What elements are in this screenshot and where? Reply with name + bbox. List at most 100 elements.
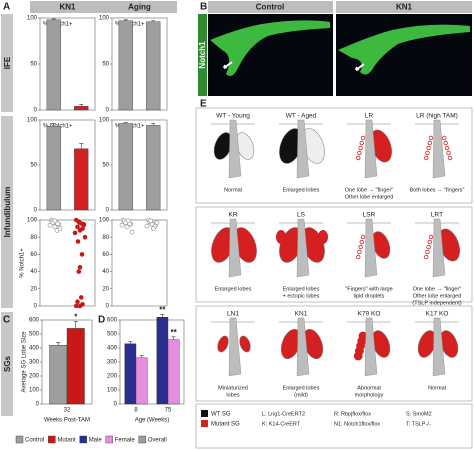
panel-letter: A bbox=[3, 2, 10, 13]
diagram-caption: Enlarged lobes bbox=[283, 286, 320, 292]
point bbox=[125, 218, 131, 224]
arrow bbox=[355, 63, 365, 71]
lobe-cell bbox=[428, 234, 434, 240]
row-strip bbox=[1, 14, 13, 112]
arrow bbox=[223, 61, 233, 69]
hair-shaft bbox=[364, 218, 378, 278]
diagram-caption: + ectopic lobes bbox=[283, 293, 320, 299]
x-axis-label: Age (Weeks) bbox=[135, 418, 170, 424]
lobe-cell bbox=[353, 351, 363, 361]
panel-letter: D bbox=[98, 315, 105, 326]
stain-region bbox=[338, 24, 470, 75]
abbreviation: T: TSLP-/- bbox=[406, 421, 431, 427]
diagram-caption: Enlarged lobes bbox=[283, 187, 320, 193]
diagram-caption: Enlarged lobes bbox=[215, 286, 252, 292]
ectopic-lobe bbox=[276, 230, 286, 244]
lobe-cell bbox=[427, 140, 432, 146]
bar bbox=[49, 345, 68, 405]
hair-shaft bbox=[228, 317, 242, 377]
diagram-title: KR bbox=[228, 212, 237, 219]
lobe-cell bbox=[358, 145, 363, 151]
diagram-caption: Other lobe enlarged bbox=[345, 194, 394, 200]
row-label: IFE bbox=[3, 56, 12, 69]
point bbox=[154, 220, 160, 225]
error-bar bbox=[160, 314, 165, 318]
y-tick-label: 100 bbox=[27, 218, 38, 224]
abbreviation: L: Lrig1-CreERT2 bbox=[262, 411, 305, 417]
column-header bbox=[336, 1, 472, 13]
error-bar bbox=[56, 342, 61, 346]
point bbox=[75, 224, 80, 230]
hair-shaft bbox=[364, 119, 378, 179]
lobe-cell bbox=[424, 254, 429, 260]
diagram-caption: Other lobe enlarged bbox=[413, 293, 462, 299]
bar bbox=[118, 20, 133, 111]
legend-label: Mutant bbox=[57, 438, 76, 444]
legend-label: Overall bbox=[148, 438, 167, 444]
point bbox=[119, 222, 125, 228]
abbreviation: N1: Notch1flox/flox bbox=[334, 421, 380, 427]
key-swatch bbox=[201, 420, 208, 427]
y-axis-label: Average SG Lobe Size bbox=[22, 331, 28, 393]
error-bar bbox=[128, 341, 133, 344]
error-bar bbox=[151, 123, 156, 126]
error-bar bbox=[51, 123, 56, 127]
abbreviation: K: K14-CreERT bbox=[262, 421, 301, 427]
key-label: WT SG bbox=[211, 412, 231, 418]
y-tick-label: 50 bbox=[102, 163, 109, 169]
lobe bbox=[239, 335, 251, 353]
stain-strip bbox=[198, 14, 207, 96]
lobe-cell bbox=[443, 140, 448, 146]
diagram-title: LR bbox=[365, 113, 374, 120]
point bbox=[78, 295, 84, 300]
lobe-cell bbox=[360, 135, 366, 141]
x-tick-label: 32 bbox=[64, 408, 71, 414]
diagram-caption: morphology bbox=[355, 392, 384, 398]
chart-title: KN1 bbox=[59, 3, 76, 12]
bar bbox=[46, 126, 61, 211]
y-tick-label: 20 bbox=[30, 286, 37, 292]
hair-shaft bbox=[432, 317, 446, 377]
lobe-cell bbox=[446, 150, 451, 156]
lobe-cell bbox=[425, 150, 430, 156]
lobe-cell bbox=[359, 239, 364, 245]
y-tick-label: 0 bbox=[34, 304, 38, 310]
point bbox=[124, 224, 130, 230]
y-tick-label: 100 bbox=[107, 388, 118, 394]
lobe-cell bbox=[442, 135, 447, 141]
abbreviation: S: SmoM2 bbox=[406, 411, 432, 417]
diagram-title: WT - Young bbox=[216, 113, 250, 120]
lobe-cell bbox=[358, 244, 363, 250]
y-tick-label: 100 bbox=[27, 118, 38, 124]
title-header bbox=[102, 1, 177, 13]
y-axis-label: % Notch1+ bbox=[20, 248, 26, 278]
y-tick-label: 0 bbox=[106, 208, 110, 214]
diagram-title: LR (high TAM) bbox=[416, 113, 458, 120]
diagram-title: KN1 bbox=[295, 311, 308, 318]
point bbox=[82, 234, 88, 240]
diagram-title: LN1 bbox=[227, 311, 239, 318]
lobe-cell bbox=[360, 234, 366, 240]
error-bar bbox=[51, 18, 56, 20]
point bbox=[129, 229, 135, 235]
y-tick-label: 600 bbox=[107, 318, 118, 324]
hair-shaft bbox=[296, 218, 310, 278]
y-tick-label: 80 bbox=[102, 235, 109, 241]
hair-shaft bbox=[296, 317, 310, 377]
lobe bbox=[217, 335, 229, 353]
lobe-cell bbox=[356, 155, 361, 161]
bar bbox=[66, 328, 85, 405]
y-tick-label: 0 bbox=[106, 304, 110, 310]
key-label: Mutant SG bbox=[211, 422, 240, 428]
panel-letter: C bbox=[3, 315, 10, 326]
point bbox=[47, 222, 53, 228]
y-tick-label: 0 bbox=[34, 108, 38, 114]
stain-region bbox=[210, 20, 330, 76]
x-tick-label: 75 bbox=[165, 408, 172, 414]
diagram-caption: lobes bbox=[226, 392, 239, 398]
hair-shaft bbox=[364, 317, 378, 377]
title-header bbox=[30, 1, 105, 13]
point bbox=[77, 228, 83, 233]
y-tick-label: 100 bbox=[99, 118, 110, 124]
